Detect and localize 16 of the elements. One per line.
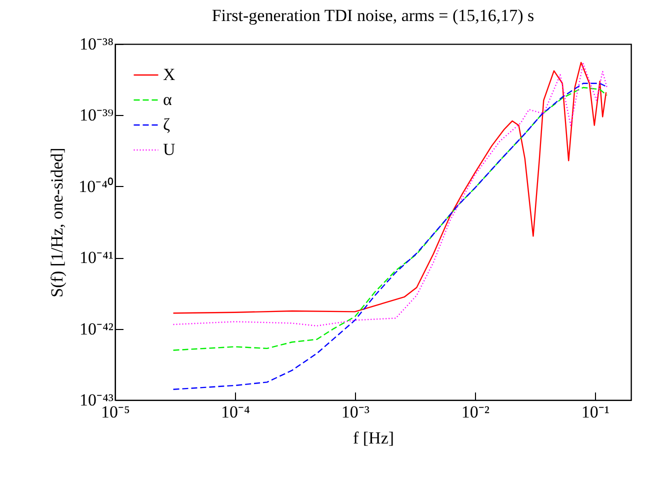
legend-label: U bbox=[163, 140, 176, 159]
y-tick-label: 10⁻³⁸ bbox=[79, 34, 114, 54]
y-tick-label: 10⁻⁴¹ bbox=[79, 248, 114, 268]
y-axis-title: S(f) [1/Hz, one-sided] bbox=[48, 148, 67, 298]
x-tick-label: 10⁻¹ bbox=[581, 402, 610, 422]
legend-label: α bbox=[163, 90, 172, 109]
x-tick-label: 10⁻³ bbox=[341, 402, 370, 422]
x-tick-label: 10⁻² bbox=[461, 402, 490, 422]
legend-label: X bbox=[163, 65, 176, 84]
y-tick-label: 10⁻⁴² bbox=[79, 319, 114, 338]
legend-label: ζ bbox=[163, 115, 170, 134]
x-tick-label: 10⁻⁴ bbox=[221, 402, 250, 422]
chart-title: First-generation TDI noise, arms = (15,16,17) s bbox=[212, 6, 534, 25]
y-tick-label: 10⁻⁴⁰ bbox=[78, 176, 114, 196]
y-tick-label: 10⁻³⁹ bbox=[79, 106, 114, 125]
x-axis-title: f [Hz] bbox=[352, 428, 394, 448]
